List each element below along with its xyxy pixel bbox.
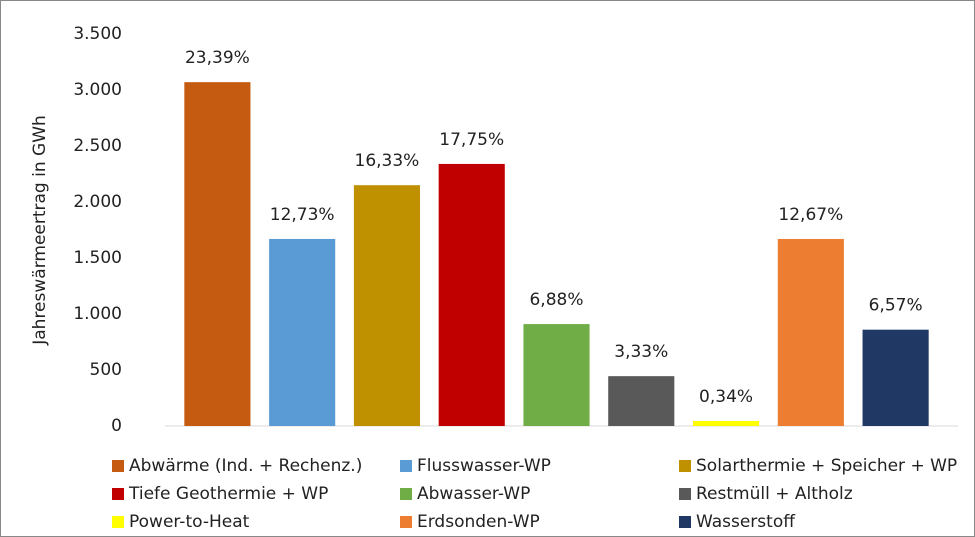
legend-label: Wasserstoff xyxy=(696,512,796,532)
legend-swatch xyxy=(400,488,412,500)
legend-swatch xyxy=(679,516,691,528)
bar xyxy=(692,420,760,426)
bar-annotation: 16,33% xyxy=(355,151,420,171)
bar xyxy=(269,238,336,426)
bar-annotation: 23,39% xyxy=(185,48,250,68)
legend-swatch xyxy=(400,460,412,472)
y-axis-label: Jahreswärmeertrag in GWh xyxy=(30,115,50,346)
legend-swatch xyxy=(679,460,691,472)
y-tick-label: 0 xyxy=(111,416,122,436)
y-tick-label: 500 xyxy=(90,360,122,380)
bar xyxy=(438,163,505,427)
legend-swatch xyxy=(400,516,412,528)
legend-label: Abwasser-WP xyxy=(417,484,530,504)
bar xyxy=(353,185,421,426)
legend-label: Restmüll + Altholz xyxy=(696,484,853,504)
y-tick-label: 3.000 xyxy=(73,80,122,100)
bar xyxy=(862,329,929,426)
bar-annotation: 12,67% xyxy=(778,205,843,225)
y-tick-label: 2.500 xyxy=(73,136,122,156)
legend-swatch xyxy=(679,488,691,500)
y-tick-label: 1.500 xyxy=(73,248,122,268)
bar xyxy=(184,82,251,426)
legend-label: Erdsonden-WP xyxy=(417,512,540,532)
legend-swatch xyxy=(112,460,124,472)
legend-label: Solarthermie + Speicher + WP xyxy=(696,456,957,476)
bar-annotation: 0,34% xyxy=(699,387,753,407)
bar-annotation: 3,33% xyxy=(614,342,668,362)
legend-label: Abwärme (Ind. + Rechenz.) xyxy=(129,456,362,476)
legend-label: Power-to-Heat xyxy=(129,512,250,532)
y-tick-label: 1.000 xyxy=(73,304,122,324)
bar-annotation: 17,75% xyxy=(439,130,504,150)
legend-swatch xyxy=(112,516,124,528)
bar xyxy=(777,238,844,426)
bar-annotation: 6,57% xyxy=(869,296,923,316)
legend-label: Tiefe Geothermie + WP xyxy=(128,484,328,504)
y-tick-label: 2.000 xyxy=(73,192,122,212)
legend-swatch xyxy=(112,488,124,500)
bar xyxy=(523,324,590,426)
bar-annotation: 6,88% xyxy=(529,290,583,310)
y-tick-label: 3.500 xyxy=(73,24,122,44)
bar xyxy=(608,376,675,426)
legend-label: Flusswasser-WP xyxy=(417,456,551,476)
bar-annotation: 12,73% xyxy=(270,205,335,225)
